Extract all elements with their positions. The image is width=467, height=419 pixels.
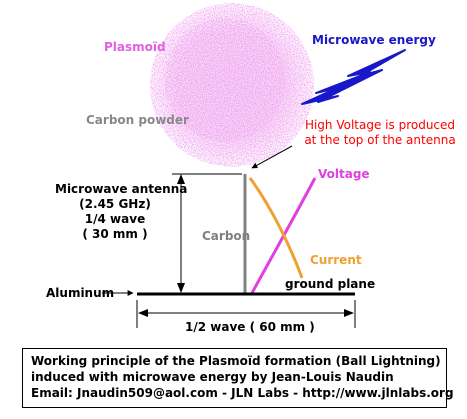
microwave-energy-arrow: [301, 49, 406, 105]
plasmoid-label: Plasmoïd: [104, 40, 166, 54]
high-voltage-line-2: at the top of the antenna: [304, 133, 456, 147]
microwave-antenna-label: Microwave antenna (2.45 GHz) 1/4 wave ( …: [55, 182, 188, 242]
high-voltage-label: High Voltage is produced at the top of t…: [300, 118, 460, 148]
half-wave-label: 1/2 wave ( 60 mm ): [185, 320, 315, 334]
aluminum-label: Aluminum: [46, 286, 115, 300]
antenna-frequency: (2.45 GHz): [79, 197, 151, 211]
caption-box: Working principle of the Plasmoïd format…: [22, 348, 454, 408]
plasmoid-cloud: [150, 3, 314, 167]
quarter-wave-dimension: [172, 173, 242, 293]
microwave-energy-label: Microwave energy: [312, 33, 436, 47]
antenna-name: Microwave antenna: [55, 182, 188, 196]
voltage-curve: [250, 177, 317, 294]
carbon-label: Carbon: [202, 229, 251, 243]
ground-plane-label: ground plane: [285, 277, 376, 291]
high-voltage-line-1: High Voltage is produced: [304, 118, 456, 132]
caption-line-2: induced with microwave energy by Jean-Lo…: [31, 370, 394, 384]
caption-line-3: Email: Jnaudin509@aol.com - JLN Labs - h…: [31, 386, 454, 400]
half-wave-dimension: [136, 300, 356, 328]
antenna-quarter-wave: 1/4 wave: [84, 212, 146, 226]
current-curve: [248, 177, 304, 279]
high-voltage-pointer: [251, 145, 293, 169]
voltage-label: Voltage: [318, 167, 370, 181]
carbon-powder-label: Carbon powder: [86, 113, 189, 127]
current-label: Current: [310, 253, 362, 267]
antenna-quarter-wave-mm: ( 30 mm ): [82, 227, 148, 241]
caption-line-1: Working principle of the Plasmoïd format…: [31, 354, 441, 368]
